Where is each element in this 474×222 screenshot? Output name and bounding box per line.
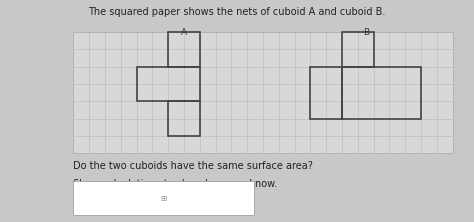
Bar (168, 101, 200, 136)
Text: ⊞: ⊞ (160, 194, 167, 203)
Text: Show calculations to show how you know.: Show calculations to show how you know. (73, 179, 278, 189)
Bar (342, 32, 374, 67)
Text: The squared paper shows the nets of cuboid A and cuboid B.: The squared paper shows the nets of cubo… (88, 7, 386, 17)
Bar (73, 32, 453, 153)
Text: B: B (363, 28, 369, 37)
Bar (168, 32, 200, 67)
Bar (310, 67, 342, 119)
Bar (342, 67, 421, 119)
Text: Do the two cuboids have the same surface area?: Do the two cuboids have the same surface… (73, 161, 313, 171)
Bar (137, 67, 200, 101)
Text: A: A (181, 28, 187, 37)
Bar (73, 181, 254, 215)
